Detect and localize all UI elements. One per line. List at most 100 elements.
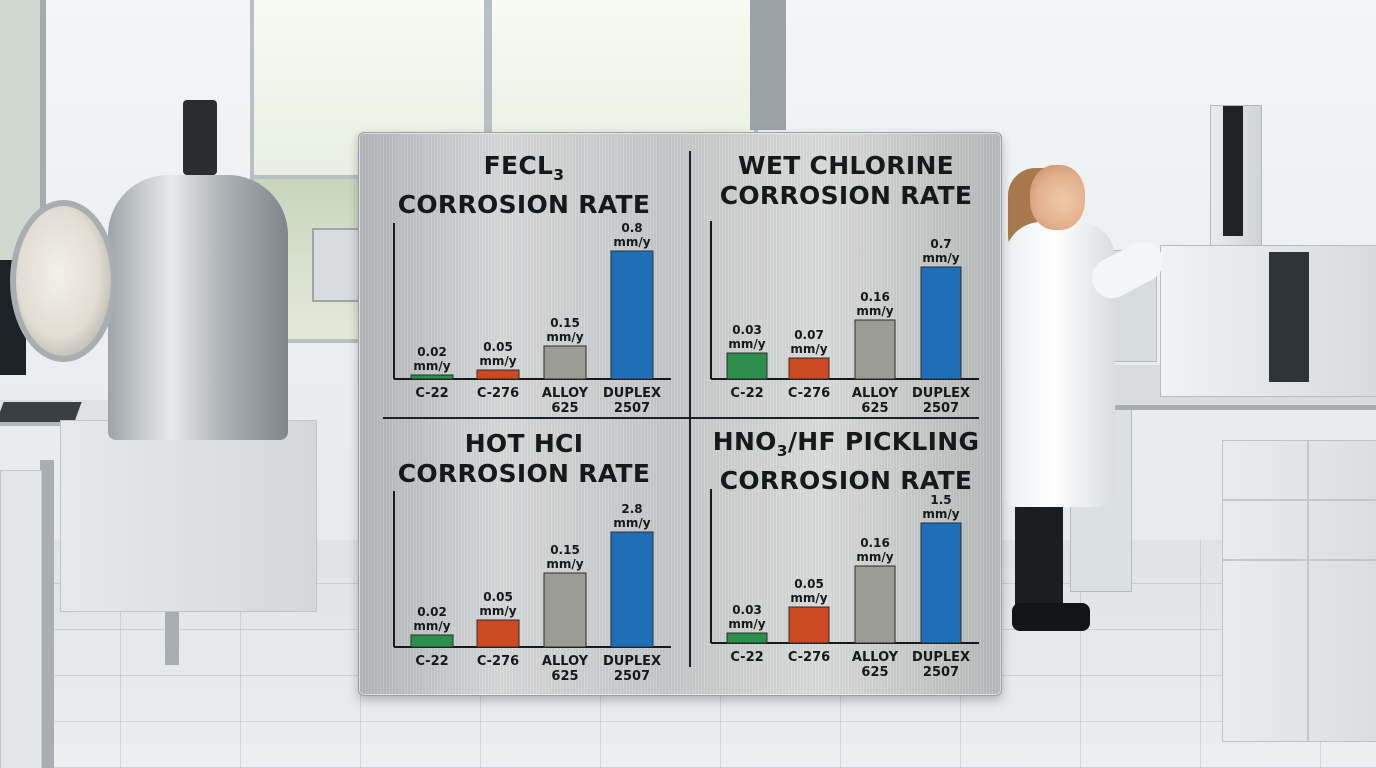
bar-duplex2507 — [920, 266, 962, 380]
tick-label: ALLOY — [542, 654, 589, 669]
bar-c276 — [788, 606, 830, 644]
control-panel — [312, 228, 362, 302]
value-label: 0.03 — [732, 603, 762, 617]
chart-title-line2: CORROSION RATE — [719, 466, 973, 495]
tick-label: 2507 — [923, 665, 959, 680]
unit-label: mm/y — [413, 619, 450, 633]
tick-label: 625 — [551, 669, 578, 684]
tick-label: C-276 — [477, 654, 519, 669]
tick-label: DUPLEX — [912, 386, 970, 401]
tick-label: C-276 — [788, 386, 830, 401]
chart-title-line2: CORROSION RATE — [397, 459, 651, 488]
bar-c276 — [788, 357, 830, 380]
unit-label: mm/y — [613, 516, 650, 530]
unit-label: mm/y — [479, 354, 516, 368]
bar-alloy625 — [543, 345, 587, 380]
autoclave-top-fitting — [183, 100, 217, 175]
value-label: 0.05 — [483, 590, 513, 604]
tick-label: 2507 — [614, 401, 650, 416]
bar-c22 — [726, 632, 768, 644]
bar-c22 — [410, 374, 454, 380]
unit-label: mm/y — [856, 304, 893, 318]
analytical-instrument — [1160, 245, 1376, 397]
autoclave-vessel — [108, 175, 288, 440]
tick-label: ALLOY — [852, 386, 899, 401]
autoclave-door — [10, 200, 117, 362]
wall-pillar — [750, 0, 786, 130]
scientist-head — [1030, 165, 1085, 230]
tick-label: C-22 — [415, 654, 448, 669]
chart-hno3-hf-pickling: HNO3/HF PICKLING CORROSION RATE 0.03 mm/y… — [691, 419, 1001, 695]
unit-label: mm/y — [728, 617, 765, 631]
chart-hot-hci: HOT HCI CORROSION RATE 0.02 mm/y C-22 0.05 m… — [359, 419, 689, 695]
value-label: 0.03 — [732, 323, 762, 337]
tick-label: 2507 — [614, 669, 650, 684]
bar-alloy625 — [854, 319, 896, 380]
tick-label: 625 — [861, 665, 888, 680]
corrosion-rate-sign: FECL3 CORROSION RATE 0.02 mm/y C-22 0.05 mm/… — [358, 132, 1002, 696]
chart-title: HOT HCI CORROSION RATE — [359, 429, 689, 489]
value-label: 0.07 — [794, 328, 824, 342]
bar-chart: 0.03mm/yC-220.07mm/yC-2760.16mm/yALLOY62… — [710, 221, 979, 416]
scientist-shoes — [1012, 603, 1090, 631]
tick-label: C-22 — [730, 386, 763, 401]
unit-label: mm/y — [922, 507, 959, 521]
tick-label: 625 — [861, 401, 888, 416]
horizontal-divider — [383, 417, 979, 419]
value-label: 0.05 — [794, 577, 824, 591]
value-label: 2.8 — [621, 502, 642, 516]
value-label: 0.16 — [860, 536, 890, 550]
tick-label: C-22 — [730, 650, 763, 665]
chart-title-line1: HOT HCI — [464, 429, 584, 458]
right-cabinet — [1222, 440, 1376, 742]
chart-title-line2: CORROSION RATE — [397, 190, 651, 219]
keyboard — [0, 402, 82, 422]
value-label: 0.15 — [550, 316, 580, 330]
bar-c276 — [476, 369, 520, 380]
tick-label: C-22 — [415, 386, 448, 401]
tick-label: DUPLEX — [603, 386, 661, 401]
value-label: 0.16 — [860, 290, 890, 304]
tick-label: C-276 — [477, 386, 519, 401]
bar-duplex2507 — [920, 522, 962, 644]
chart-title-line1: FECL3 — [483, 151, 565, 184]
value-label: 0.02 — [417, 345, 447, 359]
value-label: 0.15 — [550, 543, 580, 557]
tick-label: C-276 — [788, 650, 830, 665]
tick-label: DUPLEX — [603, 654, 661, 669]
tick-label: ALLOY — [542, 386, 589, 401]
chart-title-line1: WET CHLORINE — [737, 151, 955, 180]
instrument-tower — [1210, 105, 1262, 247]
unit-label: mm/y — [790, 342, 827, 356]
scientist-legs — [1015, 505, 1063, 615]
chart-title: FECL3 CORROSION RATE — [359, 151, 689, 220]
unit-label: mm/y — [790, 591, 827, 605]
bench-leg — [40, 460, 54, 768]
left-cabinet — [0, 470, 42, 768]
vertical-divider — [689, 151, 691, 667]
bar-alloy625 — [543, 572, 587, 648]
value-label: 0.05 — [483, 340, 513, 354]
value-label: 0.02 — [417, 605, 447, 619]
unit-label: mm/y — [413, 359, 450, 373]
bar-c22 — [726, 352, 768, 380]
chart-title-line2: CORROSION RATE — [719, 181, 973, 210]
bar-chart: 0.02mm/yC-220.05mm/yC-2760.15mm/yALLOY62… — [393, 491, 671, 684]
unit-label: mm/y — [613, 235, 650, 249]
tick-label: DUPLEX — [912, 650, 970, 665]
value-label: 1.5 — [930, 493, 951, 507]
bar-duplex2507 — [610, 531, 654, 648]
bar-alloy625 — [854, 565, 896, 644]
unit-label: mm/y — [546, 330, 583, 344]
chart-title: WET CHLORINE CORROSION RATE — [691, 151, 1001, 211]
unit-label: mm/y — [856, 550, 893, 564]
bar-c22 — [410, 634, 454, 648]
tick-label: ALLOY — [852, 650, 899, 665]
bar-chart: 0.02mm/yC-220.05mm/yC-2760.15mm/yALLOY62… — [393, 221, 671, 416]
unit-label: mm/y — [728, 337, 765, 351]
autoclave-base — [60, 420, 317, 612]
value-label: 0.8 — [621, 221, 642, 235]
bar-chart: 0.03mm/yC-220.05mm/yC-2760.16mm/yALLOY62… — [710, 489, 979, 680]
tick-label: 2507 — [923, 401, 959, 416]
chart-wet-chlorine: WET CHLORINE CORROSION RATE 0.03 mm/y C-22… — [691, 133, 1001, 417]
